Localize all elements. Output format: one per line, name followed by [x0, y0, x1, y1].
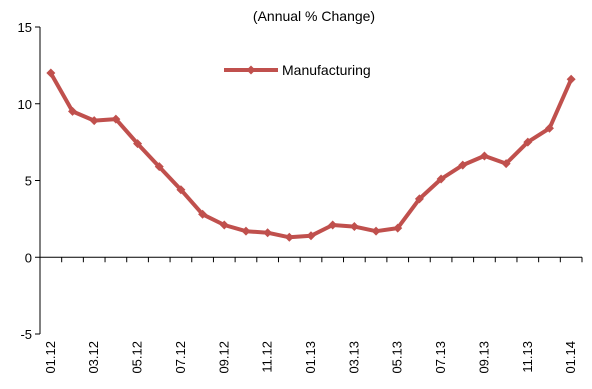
x-tick-label: 09.13 [476, 341, 491, 374]
data-point [479, 151, 489, 161]
data-point [241, 226, 251, 236]
data-point [458, 160, 468, 170]
x-tick-label: 11.12 [260, 341, 275, 373]
data-point [133, 139, 143, 149]
data-point [89, 116, 99, 126]
legend: Manufacturing [224, 62, 371, 78]
x-tick-label: 03.12 [86, 341, 101, 374]
x-tick-label: 07.13 [433, 341, 448, 374]
data-point [523, 137, 533, 147]
data-point [501, 159, 511, 169]
data-point [198, 209, 208, 219]
y-tick-label: 0 [25, 250, 32, 265]
series-layer [46, 68, 576, 242]
data-point [219, 220, 229, 230]
data-point [371, 226, 381, 236]
x-tick-label: 03.13 [346, 341, 361, 374]
legend-label-manufacturing: Manufacturing [282, 62, 371, 78]
axes: -5 0 5 10 15 01.12 03.12 05.12 07.12 09.12 11.12 01… [18, 20, 583, 374]
y-tick-label: 15 [18, 20, 32, 35]
y-tick-label: 5 [25, 174, 32, 189]
data-point [176, 185, 186, 195]
data-point [306, 231, 316, 241]
data-point [284, 232, 294, 242]
data-point [111, 114, 121, 124]
x-tick-label: 11.13 [520, 341, 535, 373]
data-point [436, 174, 446, 184]
data-point [68, 106, 78, 116]
data-point [263, 228, 273, 238]
data-point [544, 123, 554, 133]
legend-marker-manufacturing [246, 65, 256, 75]
data-point [414, 194, 424, 204]
data-point [566, 74, 576, 84]
data-point [393, 223, 403, 233]
x-tick-label: 01.14 [563, 341, 578, 374]
y-tick-label: -5 [20, 327, 32, 342]
x-tick-label: 01.13 [303, 341, 318, 374]
chart-title: (Annual % Change) [253, 8, 375, 24]
data-point [349, 222, 359, 232]
data-point [328, 220, 338, 230]
data-point [46, 68, 56, 78]
x-tick-label: 05.12 [130, 341, 145, 374]
x-tick-label: 05.13 [390, 341, 405, 374]
x-tick-label: 09.12 [216, 341, 231, 374]
y-tick-label: 10 [18, 97, 32, 112]
series-line-manufacturing [49, 72, 574, 240]
x-tick-label: 07.12 [173, 341, 188, 374]
x-tick-label: 01.12 [43, 341, 58, 374]
data-point [154, 162, 164, 172]
